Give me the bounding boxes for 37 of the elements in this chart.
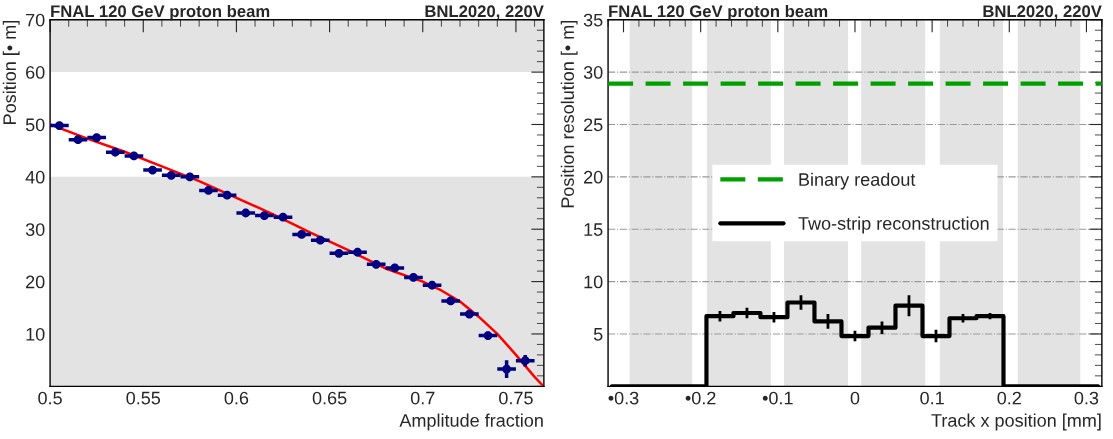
legend-label: Binary readout (799, 172, 916, 190)
y-axis-title: Position [• m] (2, 21, 20, 124)
x-axis-title: Amplitude fraction (399, 413, 543, 431)
x-tick-label: 0.5 (38, 391, 62, 405)
y-tick-label: 50 (25, 118, 45, 132)
y-tick-label: 35 (583, 13, 603, 27)
chart-title: FNAL 120 GeV proton beam (609, 4, 828, 21)
y-tick-label: 70 (26, 13, 45, 27)
y-tick-label: 30 (25, 223, 45, 236)
y-tick-label: 20 (26, 275, 45, 289)
y-axis-title: Position resolution [• m] (560, 21, 578, 208)
legend-label: Two-strip reconstruction (798, 216, 989, 234)
x-tick-label: 0.7 (410, 391, 435, 405)
y-tick-label: 20 (584, 170, 603, 184)
x-tick-label: 0.2 (997, 391, 1021, 405)
y-tick-label: 60 (26, 66, 45, 79)
x-tick-label: 0.6 (224, 391, 249, 405)
y-tick-label: 40 (25, 170, 45, 184)
y-tick-label: 10 (26, 327, 45, 341)
y-tick-label: 10 (584, 275, 603, 289)
x-tick-label: 0 (850, 391, 860, 405)
chart-title: FNAL 120 GeV proton beam (51, 4, 270, 21)
text: BNL2020, 220V (425, 5, 544, 20)
x-tick-label: 0.65 (312, 391, 347, 405)
x-axis-title: Track x position [mm] (931, 413, 1101, 431)
x-tick-label: •0.1 (762, 391, 793, 405)
x-tick-label: •0.3 (608, 391, 639, 405)
y-tick-label: 25 (584, 118, 603, 132)
y-tick-label: 30 (583, 66, 603, 79)
x-tick-label: •0.2 (685, 391, 716, 405)
text: BNL2020, 220V (983, 5, 1102, 20)
x-tick-label: 0.75 (499, 391, 533, 405)
x-tick-label: 0.1 (920, 391, 944, 405)
x-tick-label: 0.3 (1074, 391, 1099, 405)
x-tick-label: 0.55 (126, 391, 161, 405)
y-tick-label: 5 (593, 328, 603, 341)
y-tick-label: 15 (584, 223, 603, 236)
